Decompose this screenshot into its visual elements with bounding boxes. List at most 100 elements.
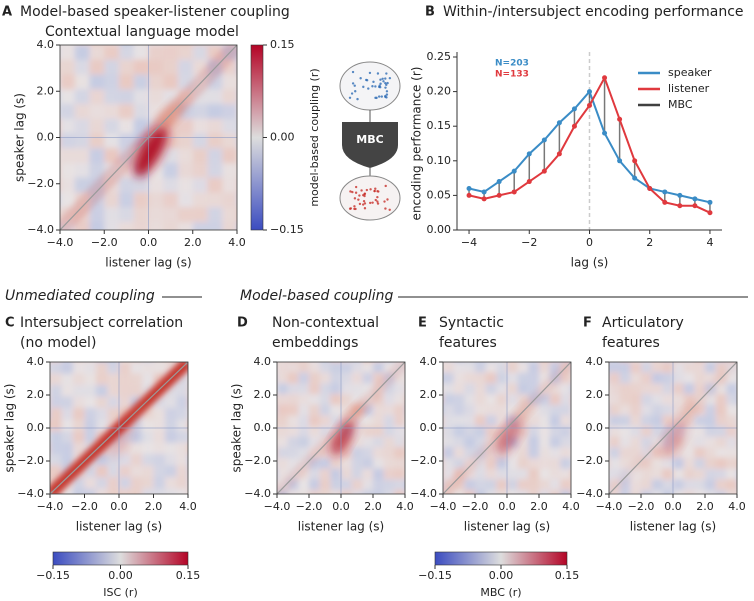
y-tick-label: 0.20 bbox=[427, 85, 452, 98]
heatmap-cell bbox=[176, 396, 188, 408]
heatmap-cell bbox=[496, 394, 507, 405]
heatmap-cell bbox=[178, 133, 193, 149]
heatmap-cell bbox=[394, 447, 405, 458]
heatmap-cell bbox=[107, 477, 119, 489]
heatmap-cell bbox=[496, 362, 507, 373]
heatmap-cell bbox=[165, 396, 177, 408]
section-label: Model-based coupling bbox=[240, 288, 393, 304]
heatmap-cell bbox=[662, 372, 673, 384]
heatmap-cell bbox=[142, 385, 154, 397]
brain-dot bbox=[362, 85, 365, 89]
series-point bbox=[526, 179, 532, 185]
heatmap-cell bbox=[207, 222, 223, 230]
y-tick-label: 0.0 bbox=[586, 421, 604, 434]
heatmap-cell bbox=[153, 396, 165, 408]
heatmap-cell bbox=[130, 465, 142, 477]
heatmap-cell bbox=[641, 468, 652, 480]
heatmap-cell bbox=[539, 490, 550, 494]
brain-dot bbox=[376, 202, 380, 205]
heatmap-cell bbox=[89, 74, 105, 90]
heatmap-cell bbox=[298, 362, 309, 373]
heatmap-cell bbox=[119, 59, 134, 75]
brain-dot bbox=[381, 77, 384, 80]
heatmap-cell bbox=[222, 133, 237, 149]
brain-dot bbox=[354, 191, 358, 194]
heatmap-cell bbox=[60, 193, 75, 208]
legend-label: listener bbox=[668, 82, 710, 95]
heatmap-cell bbox=[560, 383, 571, 394]
brain-dot bbox=[356, 97, 359, 101]
heatmap-cell bbox=[176, 385, 188, 397]
heatmap-cell bbox=[50, 431, 62, 443]
colorbar bbox=[52, 551, 189, 566]
heatmap-cell bbox=[341, 458, 352, 469]
brain-dot bbox=[372, 80, 375, 84]
heatmap-cell bbox=[341, 351, 352, 362]
heatmap-cell bbox=[148, 45, 164, 60]
panel-letter: F bbox=[583, 316, 592, 331]
section-label: Unmediated coupling bbox=[5, 288, 155, 304]
brain-dot bbox=[367, 87, 370, 90]
heatmap-cell bbox=[609, 404, 620, 416]
heatmap bbox=[432, 351, 582, 494]
heatmap-cell bbox=[394, 479, 405, 490]
heatmap-cell bbox=[619, 458, 631, 469]
heatmap-cell bbox=[571, 437, 582, 448]
colorbar-tick-label: 0.00 bbox=[270, 131, 295, 144]
heatmap-cell bbox=[485, 479, 497, 490]
heatmap-cell bbox=[453, 394, 465, 405]
heatmap-cell bbox=[45, 207, 60, 222]
heatmap-cell bbox=[89, 133, 105, 149]
heatmap-cell bbox=[662, 383, 673, 394]
panel-letter: B bbox=[425, 5, 435, 20]
legend-label: speaker bbox=[668, 66, 712, 79]
heatmap-cell bbox=[119, 408, 131, 420]
heatmap-cell bbox=[683, 362, 695, 373]
heatmap-cell bbox=[266, 437, 277, 448]
brain-dot bbox=[365, 78, 368, 82]
heatmap-cell bbox=[153, 408, 165, 420]
heatmap-cell bbox=[178, 222, 193, 230]
colorbar bbox=[250, 44, 264, 231]
heatmap-cell bbox=[641, 394, 652, 405]
heatmap-cell bbox=[309, 372, 320, 384]
heatmap-cell bbox=[85, 351, 97, 363]
y-tick-label: 2.0 bbox=[586, 388, 604, 401]
heatmap-cell bbox=[443, 351, 454, 362]
heatmap-cell bbox=[222, 148, 237, 163]
heatmap-cell bbox=[705, 490, 716, 494]
brain-dot bbox=[359, 77, 362, 80]
heatmap-cell bbox=[373, 447, 384, 458]
heatmap-cell bbox=[560, 415, 571, 426]
heatmap-cell bbox=[309, 479, 320, 490]
heatmap-cell bbox=[237, 45, 252, 60]
heatmap-cell bbox=[142, 374, 154, 386]
heatmap-cell bbox=[651, 426, 663, 437]
heatmap-cell bbox=[73, 442, 85, 454]
y-tick-label: 0.0 bbox=[420, 421, 438, 434]
heatmap-cell bbox=[119, 488, 131, 494]
heatmap-cell bbox=[319, 490, 331, 494]
heatmap-cell bbox=[539, 479, 550, 490]
heatmap-cell bbox=[222, 74, 237, 90]
heatmap-cell bbox=[373, 426, 384, 437]
heatmap-cell bbox=[630, 351, 641, 362]
heatmap-cell bbox=[684, 447, 695, 458]
heatmap-cell bbox=[432, 373, 443, 384]
heatmap-cell bbox=[362, 362, 373, 373]
heatmap-cell bbox=[165, 351, 177, 363]
heatmap-cell bbox=[319, 404, 331, 416]
brain-listener bbox=[339, 175, 401, 221]
heatmap-cell bbox=[560, 468, 571, 480]
heatmap-cell bbox=[134, 45, 149, 60]
series-point bbox=[617, 116, 623, 122]
heatmap-cell bbox=[683, 415, 695, 426]
heatmap-cell bbox=[609, 351, 620, 362]
heatmap-cell bbox=[496, 468, 507, 480]
heatmap-cell bbox=[176, 431, 188, 443]
heatmap-cell bbox=[104, 118, 119, 134]
heatmap-cell bbox=[539, 394, 550, 405]
heatmap-cell bbox=[609, 447, 620, 458]
colorbar-tick-label: 0.00 bbox=[108, 569, 133, 582]
brain-dot bbox=[384, 184, 387, 188]
